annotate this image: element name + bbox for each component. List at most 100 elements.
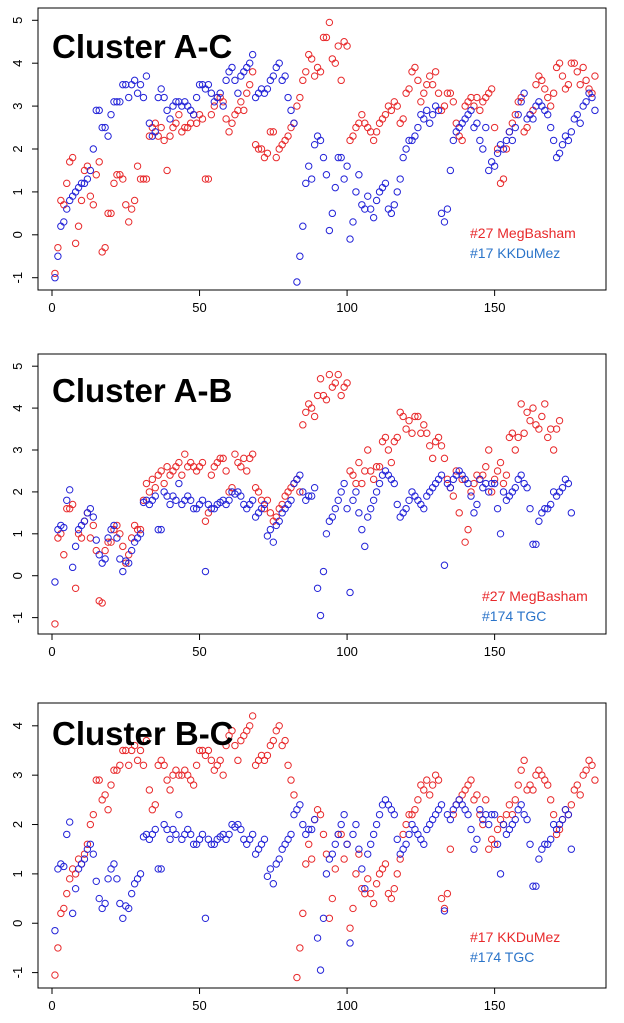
y-tick-label: 4 bbox=[10, 60, 25, 67]
data-point bbox=[136, 746, 145, 755]
data-point bbox=[549, 810, 558, 819]
data-point bbox=[104, 875, 112, 883]
data-point bbox=[302, 408, 310, 416]
data-point bbox=[485, 166, 493, 175]
data-point bbox=[310, 141, 319, 149]
data-point bbox=[366, 889, 375, 898]
data-point bbox=[284, 132, 292, 140]
data-point bbox=[487, 810, 496, 819]
data-point bbox=[535, 517, 543, 525]
data-point bbox=[564, 80, 573, 89]
data-point bbox=[358, 110, 366, 119]
data-point bbox=[529, 882, 537, 890]
data-point bbox=[511, 446, 519, 454]
data-point bbox=[358, 525, 366, 534]
data-point bbox=[423, 776, 431, 784]
data-point bbox=[92, 106, 100, 115]
data-point bbox=[228, 119, 236, 127]
data-point bbox=[198, 496, 207, 504]
data-point bbox=[66, 486, 74, 494]
data-point bbox=[189, 504, 198, 513]
data-point bbox=[331, 59, 339, 67]
data-point bbox=[163, 166, 171, 175]
data-point bbox=[555, 149, 564, 157]
data-point bbox=[83, 840, 92, 848]
data-point bbox=[151, 825, 159, 834]
data-point bbox=[535, 855, 543, 863]
data-point bbox=[305, 825, 313, 834]
data-point bbox=[549, 136, 558, 145]
data-point bbox=[511, 484, 519, 492]
data-point bbox=[313, 584, 322, 592]
data-point bbox=[219, 98, 227, 106]
data-point bbox=[366, 467, 375, 475]
data-point bbox=[154, 525, 162, 534]
data-point bbox=[532, 540, 540, 548]
data-point bbox=[319, 830, 328, 839]
legend-entry: #17 KKDuMez bbox=[470, 929, 560, 945]
data-point bbox=[127, 889, 136, 898]
data-point bbox=[361, 884, 369, 893]
data-point bbox=[92, 776, 100, 784]
data-point bbox=[343, 162, 351, 170]
data-point bbox=[307, 825, 316, 834]
y-tick-label: -1 bbox=[10, 612, 25, 624]
data-point bbox=[63, 179, 71, 188]
data-point bbox=[234, 756, 242, 765]
legend-entry: #174 TGC bbox=[470, 949, 534, 965]
data-point bbox=[328, 513, 337, 521]
data-point bbox=[310, 484, 319, 492]
data-point bbox=[316, 68, 325, 76]
data-point bbox=[588, 89, 596, 97]
x-tick-label: 150 bbox=[484, 644, 506, 659]
series-1-points bbox=[51, 370, 564, 628]
panel-title: Cluster A-C bbox=[52, 28, 232, 65]
data-point bbox=[104, 538, 112, 546]
data-point bbox=[148, 475, 157, 484]
data-point bbox=[337, 153, 345, 162]
data-point bbox=[116, 98, 124, 106]
data-point bbox=[119, 175, 127, 183]
data-point bbox=[499, 175, 508, 183]
data-point bbox=[83, 175, 92, 183]
data-point bbox=[113, 98, 121, 106]
data-point bbox=[381, 860, 390, 868]
data-point bbox=[189, 781, 198, 789]
data-point bbox=[198, 830, 207, 839]
data-point bbox=[349, 218, 357, 226]
data-point bbox=[546, 835, 555, 844]
data-point bbox=[269, 72, 278, 80]
data-point bbox=[296, 93, 304, 102]
data-point bbox=[529, 786, 537, 794]
data-point bbox=[125, 559, 133, 567]
data-point bbox=[349, 496, 357, 504]
data-point bbox=[508, 429, 517, 437]
data-point bbox=[588, 93, 596, 102]
data-point bbox=[275, 855, 283, 863]
data-point bbox=[396, 175, 404, 183]
data-point bbox=[517, 98, 525, 106]
data-point bbox=[541, 840, 549, 848]
data-point bbox=[86, 166, 95, 175]
data-point bbox=[526, 416, 534, 425]
data-point bbox=[514, 433, 522, 442]
data-point bbox=[201, 517, 210, 525]
data-point bbox=[63, 504, 71, 513]
data-point bbox=[319, 153, 328, 162]
data-point bbox=[372, 196, 381, 205]
data-point bbox=[290, 119, 298, 127]
data-point bbox=[192, 761, 201, 769]
data-point bbox=[485, 820, 493, 829]
data-point bbox=[175, 458, 183, 467]
data-point bbox=[237, 98, 245, 106]
y-tick-label: -1 bbox=[10, 967, 25, 979]
data-point bbox=[372, 820, 381, 829]
data-point bbox=[369, 475, 378, 484]
data-point bbox=[204, 175, 213, 183]
data-point bbox=[420, 115, 428, 123]
data-point bbox=[243, 467, 251, 475]
data-point bbox=[493, 840, 502, 848]
data-point bbox=[402, 504, 410, 513]
data-point bbox=[417, 98, 425, 106]
data-point bbox=[576, 791, 584, 799]
